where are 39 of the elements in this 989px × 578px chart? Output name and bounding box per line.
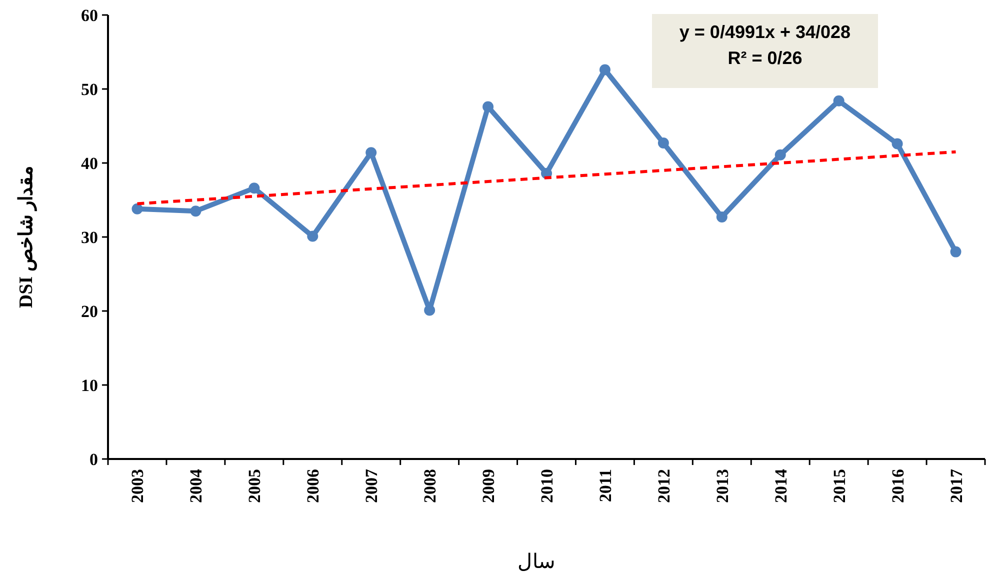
x-tick-label: 2005 [245,469,264,503]
annotation: y = 0/4991x + 34/028 [679,22,851,42]
point [307,230,318,242]
point [190,206,202,217]
x-tick-label: 2012 [654,469,674,503]
x-tick-label: 2017 [946,468,966,503]
y-tick-label: 30 [81,228,98,247]
x-tick-label: 2010 [538,469,556,503]
point [599,64,610,76]
x-tick-label: 2009 [479,469,498,503]
point [774,149,786,160]
point [424,304,436,316]
x-tick-label: 2003 [128,469,148,503]
point [892,138,903,150]
y-tick-label: 50 [81,80,98,99]
y-tick-label: 20 [81,302,98,321]
point [132,203,143,214]
x-tick-label: 2007 [362,468,382,503]
x-tick-label: 2006 [304,469,323,503]
annotation: R² = 0/26 [728,48,802,68]
point [833,95,844,106]
y-tick-label: 0 [90,450,98,469]
point [716,212,728,223]
point [248,182,260,194]
y-axis-title: مقدار شاخص DSI [16,166,37,308]
x-tick-label: 2004 [186,468,206,503]
x-tick-label: 2011 [596,469,615,502]
y-tick-label: 40 [81,154,98,173]
y-tick-label: 10 [81,376,98,395]
x-tick-label: 2013 [712,469,732,503]
x-tick-label: 2008 [420,469,440,503]
x-tick-label: 2016 [888,469,908,503]
x-axis-title: سال [518,551,556,573]
point [950,246,962,258]
x-tick-label: 2014 [771,468,790,503]
x-tick-label: 2015 [830,469,849,503]
y-tick-label: 60 [81,6,98,25]
point [658,138,669,149]
point [482,101,494,112]
